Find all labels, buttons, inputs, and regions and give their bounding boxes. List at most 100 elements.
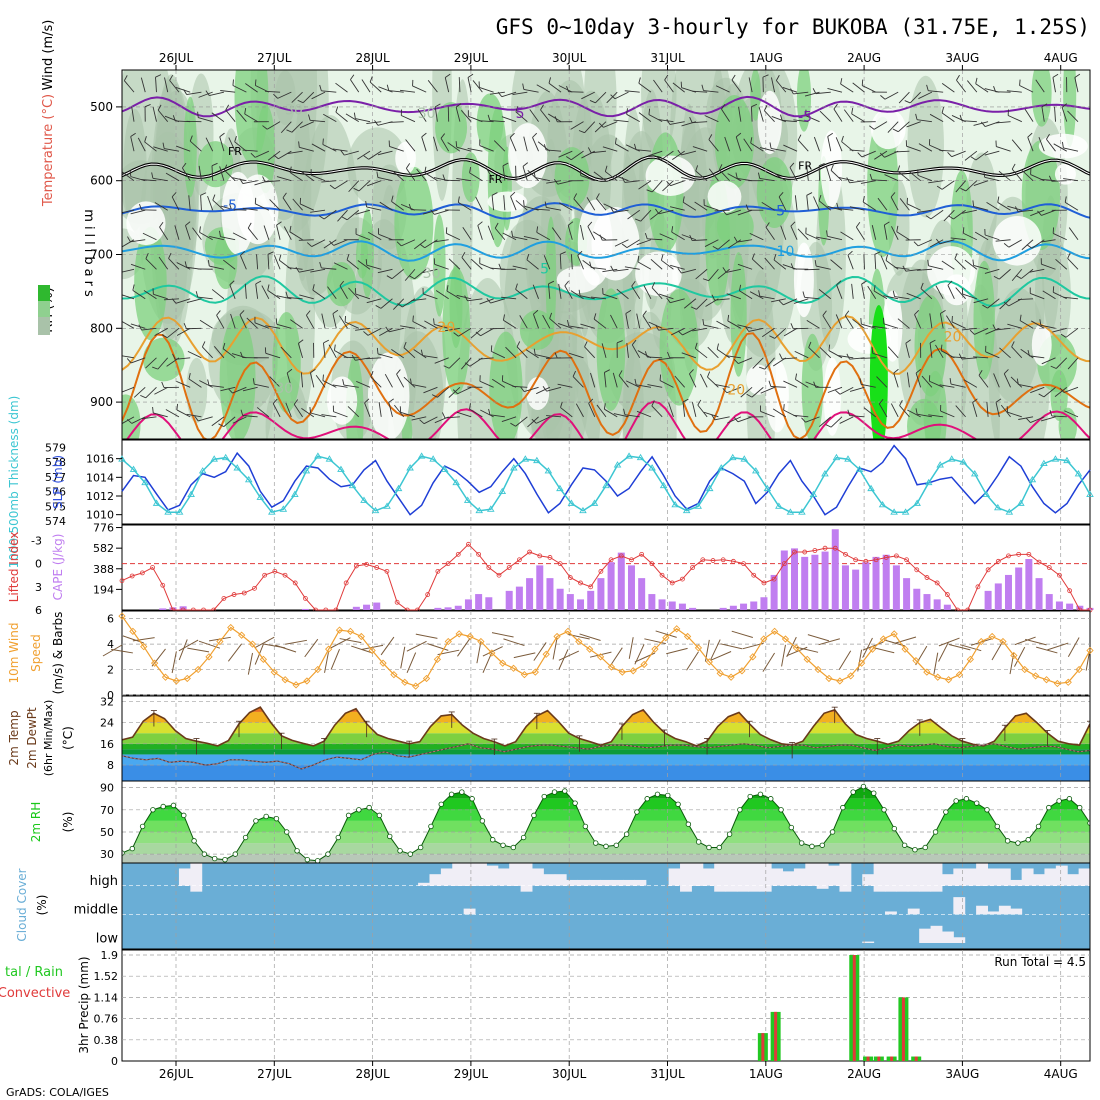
wind-barb <box>143 290 157 300</box>
thickness-point <box>394 484 403 492</box>
rh2m-point <box>788 824 795 831</box>
wind-barb-flag <box>219 132 225 138</box>
wind-barb <box>1074 77 1079 93</box>
wind-barb-flag <box>972 200 975 207</box>
wind-barb <box>207 195 214 211</box>
wind10m-barb <box>187 647 210 653</box>
wind-barb <box>122 320 135 329</box>
cape-bar <box>505 590 513 610</box>
wind-barb <box>380 298 393 309</box>
lifted-index-point <box>904 557 909 563</box>
wind-barb <box>737 209 753 216</box>
wind-barb <box>300 203 314 211</box>
wind10m-barb <box>1036 646 1058 654</box>
wind-barb <box>790 225 798 240</box>
wind-barb-flag <box>655 156 662 161</box>
wind-barb-flag <box>116 268 119 273</box>
wind-barb <box>368 231 382 241</box>
wind-barb <box>867 285 877 300</box>
wind-barb-flag <box>913 241 919 247</box>
wind-barb <box>906 372 910 388</box>
thickness-point <box>521 455 530 462</box>
cloud-cover-cell <box>953 937 966 943</box>
wind-barb <box>1041 209 1056 216</box>
wind-barb <box>806 319 820 329</box>
wind10m-barb <box>838 650 852 670</box>
wind-barb <box>1011 268 1023 282</box>
wind-barb <box>716 320 730 329</box>
wind-barb <box>445 327 460 332</box>
wind-barb <box>1018 416 1034 420</box>
wind-barb-flag <box>1048 175 1053 182</box>
wind-barb <box>668 402 674 418</box>
wind-barb-flag <box>878 398 884 405</box>
wind-barb-flag <box>733 358 739 364</box>
wind-barb-flag <box>207 379 210 386</box>
wind-barb <box>782 357 798 360</box>
wind-barb-flag <box>778 192 784 198</box>
wind-barb-flag <box>172 353 176 360</box>
lifted-index-point <box>129 573 135 579</box>
wind-barb <box>727 416 742 424</box>
thickness-point <box>302 467 311 474</box>
wind10m-point <box>129 627 137 636</box>
wind-barb <box>651 180 663 193</box>
contour-label: 30 <box>275 381 293 397</box>
wind-barb <box>852 318 865 329</box>
wind-barb <box>145 387 157 399</box>
wind-barb <box>955 287 966 300</box>
wind-barb-flag <box>718 164 723 170</box>
wind-barb <box>591 150 607 154</box>
cape-bar <box>648 594 656 610</box>
lifted-index-point <box>262 572 268 578</box>
wind-barb <box>421 136 427 152</box>
wind-barb-flag <box>758 290 761 297</box>
wind-barb <box>254 383 269 388</box>
wind10m-barb <box>247 652 254 675</box>
wind10m-point <box>455 630 463 638</box>
wind-barb <box>774 327 787 339</box>
wind-barb <box>291 121 303 133</box>
thickness-point <box>510 464 518 471</box>
rh2m-point <box>520 834 527 841</box>
wind-barb <box>805 416 820 423</box>
lifted-index-point <box>527 549 532 555</box>
wind-barb-flag <box>273 93 279 99</box>
wind10m-barb <box>894 636 917 644</box>
wind-barb <box>815 236 831 241</box>
wind10m-point <box>281 676 289 684</box>
cloud-cover-cell <box>771 868 784 886</box>
wind-barb <box>860 357 876 359</box>
wind-barb-flag <box>596 193 600 199</box>
wind-barb-flag <box>956 74 960 81</box>
wind-barb-flag <box>598 122 604 128</box>
wind-barb <box>154 202 168 211</box>
wind10m-barb <box>254 636 275 649</box>
wind-barb <box>819 347 832 359</box>
wind10m-point <box>150 659 159 667</box>
wind-barb <box>437 387 449 398</box>
lifted-index-point <box>394 599 400 605</box>
wind-barb <box>242 386 258 392</box>
wind-barb <box>647 384 663 388</box>
wind-barb <box>153 412 168 418</box>
wind-barb-flag <box>789 162 795 168</box>
wind-barb-flag <box>195 291 199 298</box>
lifted-index-tick: 3 <box>35 581 42 594</box>
wind-barb <box>366 264 382 270</box>
wind-barb-flag <box>127 236 131 243</box>
cloud-cover-cell <box>463 863 476 886</box>
wind-barb <box>322 380 337 388</box>
wind-barb <box>339 315 348 329</box>
wind10m-point <box>749 653 757 661</box>
thickness-point <box>924 478 933 486</box>
wind-barb <box>761 327 775 338</box>
wind-barb <box>1010 376 1023 388</box>
wind-barb <box>999 298 1011 310</box>
wind-barb <box>414 268 427 280</box>
wind-barb <box>391 201 404 211</box>
wind-barb-flag <box>644 232 648 239</box>
wind10m-point <box>934 673 942 681</box>
wind-barb <box>961 327 977 331</box>
wind-barb-flag <box>388 398 394 403</box>
